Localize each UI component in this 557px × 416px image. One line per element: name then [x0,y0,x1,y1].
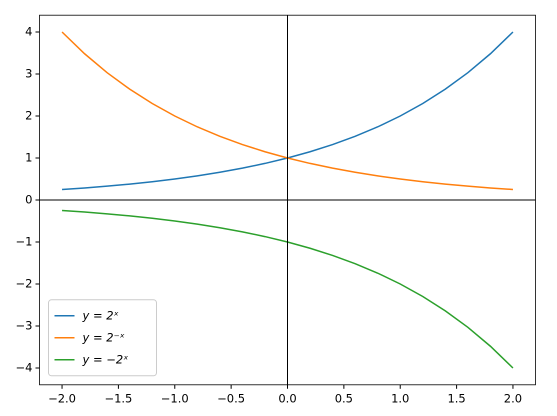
x-tick-label: −2.0 [48,391,76,405]
x-tick-label: 0.0 [278,391,296,405]
y-tick-label: −2 [16,277,33,291]
y-tick-label: 2 [25,109,32,123]
y-tick-label: −3 [16,319,33,333]
x-tick-label: −0.5 [217,391,245,405]
y-tick-label: −1 [16,235,33,249]
legend-label: y = 2⁻ˣ [82,330,125,344]
legend-label: y = 2ˣ [82,308,119,322]
y-tick-label: −4 [16,361,33,375]
legend: y = 2ˣ y = 2⁻ˣ y = −2ˣ [48,299,157,377]
y-tick-label: 4 [25,25,32,39]
x-tick-label: 2.0 [504,391,522,405]
x-tick-label: −1.5 [104,391,132,405]
x-tick-label: −1.0 [161,391,189,405]
plot-frame [39,14,536,386]
legend-label: y = −2ˣ [82,352,129,366]
y-tick-label: 3 [25,67,32,81]
y-tick-label: 0 [25,193,32,207]
x-tick-label: 0.5 [335,391,353,405]
legend-box [48,299,157,377]
x-tick-label: 1.5 [447,391,465,405]
x-tick-label: 1.0 [391,391,409,405]
y-tick-label: 1 [25,151,32,165]
